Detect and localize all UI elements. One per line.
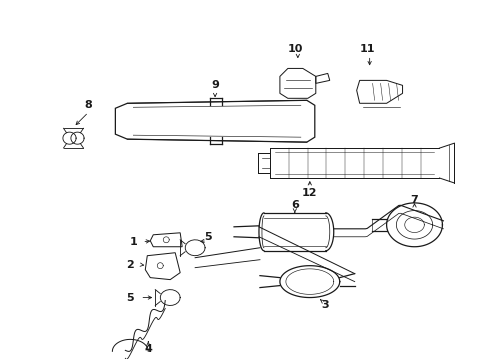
Text: 5: 5 — [126, 293, 134, 302]
Text: 6: 6 — [290, 200, 298, 210]
Text: 11: 11 — [359, 44, 375, 54]
Text: 8: 8 — [84, 100, 92, 110]
Text: 2: 2 — [126, 260, 134, 270]
Text: 3: 3 — [320, 300, 328, 310]
Text: 4: 4 — [144, 345, 152, 354]
Text: 10: 10 — [287, 44, 303, 54]
Text: 12: 12 — [302, 188, 317, 198]
Text: 5: 5 — [204, 232, 211, 242]
Text: 1: 1 — [129, 237, 137, 247]
Text: 7: 7 — [410, 195, 418, 205]
Text: 9: 9 — [211, 80, 219, 90]
